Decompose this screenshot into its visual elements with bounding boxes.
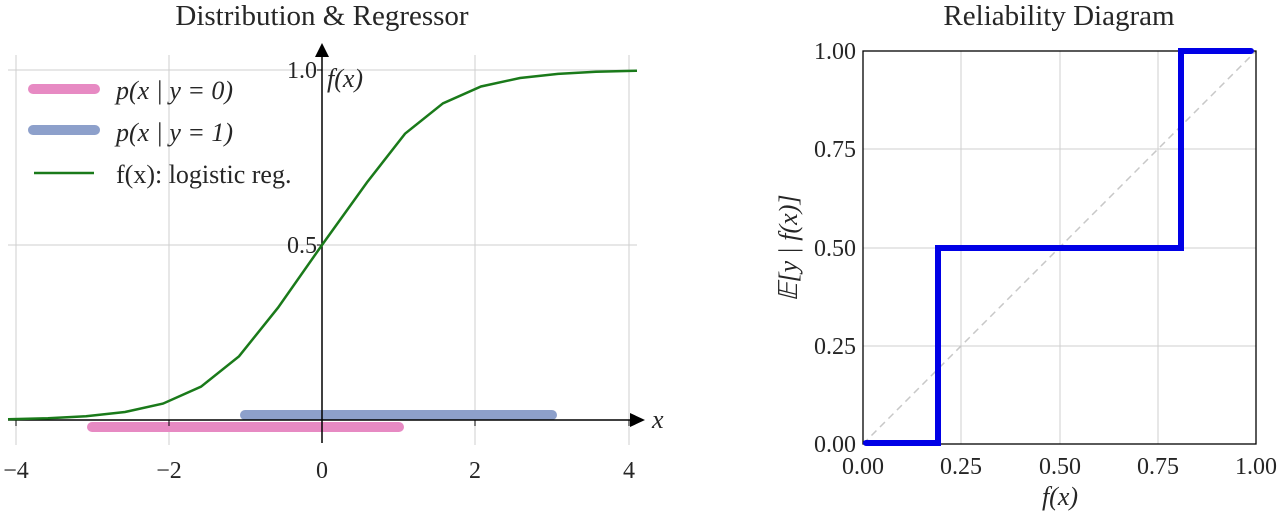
y-axis-label: f(x)	[327, 64, 363, 93]
x-axis-label: x	[651, 405, 664, 434]
x-tick-label: 0	[316, 458, 328, 484]
y-tick-label: 0.75	[814, 137, 856, 163]
left-axes	[8, 43, 645, 443]
y-axis-arrow-icon	[315, 43, 329, 57]
y-tick-label: 0.25	[814, 334, 856, 360]
left-chart: Distribution & Regressor	[3, 0, 664, 484]
left-chart-title: Distribution & Regressor	[175, 0, 469, 32]
right-chart: Reliability Diagram 0.00 0.25 0.50 0.75 …	[774, 0, 1277, 511]
y-axis-label: 𝔼[y | f(x)]	[774, 195, 803, 302]
right-plot-frame	[862, 50, 1257, 445]
y-tick-label: 0.00	[814, 432, 856, 458]
y-tick-label: 1.00	[814, 39, 856, 65]
legend-label: p(x | y = 0)	[114, 76, 233, 105]
legend-label: f(x): logistic reg.	[116, 160, 291, 189]
x-tick-label: 0.25	[940, 454, 982, 480]
legend-label: p(x | y = 1)	[114, 118, 233, 147]
logistic-regression-curve	[7, 69, 638, 421]
right-chart-title: Reliability Diagram	[943, 0, 1175, 32]
y-tick-label: 0.5	[287, 233, 317, 259]
x-tick-label: 0.75	[1137, 454, 1179, 480]
reliability-step-curve	[863, 48, 1254, 446]
x-tick-label: 0.50	[1039, 454, 1081, 480]
x-tick-label: −2	[156, 458, 182, 484]
x-axis-label: f(x)	[1042, 482, 1078, 511]
x-tick-label: 4	[623, 458, 635, 484]
x-tick-label: 1.00	[1235, 454, 1277, 480]
x-axis-arrow-icon	[630, 413, 645, 427]
x-tick-label: 0.00	[842, 454, 884, 480]
y-tick-label: 0.50	[814, 236, 856, 262]
x-tick-label: −4	[3, 458, 29, 484]
y-tick-label: 1.0	[287, 58, 317, 84]
left-legend: p(x | y = 0) p(x | y = 1) f(x): logistic…	[28, 76, 291, 189]
x-tick-label: 2	[469, 458, 481, 484]
